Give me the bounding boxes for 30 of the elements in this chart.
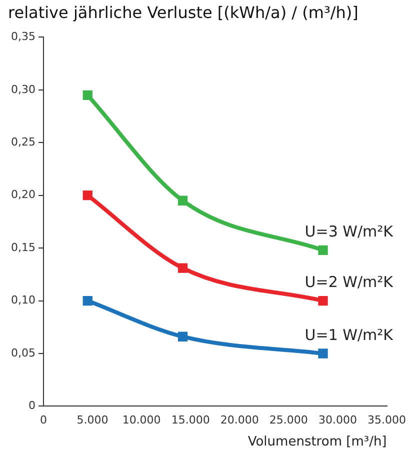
x-axis-title: Volumenstrom [m³/h] [248,434,387,450]
y-tick-label: 0 [28,399,36,412]
y-tick-label: 0,05 [10,346,36,360]
y-tick-label: 0,15 [10,240,36,254]
x-tick-label: 10.000 [122,414,161,427]
y-tick-label: 0,20 [10,188,36,202]
point [82,190,92,200]
x-tick-label: 0 [40,414,47,427]
x-tick-label: 35.000 [368,414,406,427]
chart-title: relative jährliche Verluste [(kWh/a) / (m³/h)] [8,2,358,22]
point [318,348,328,358]
x-tick-label: 20.000 [220,414,259,427]
point [178,196,188,206]
y-tick-label: 0,35 [10,30,36,44]
x-tick-label: 25.000 [269,414,308,427]
series-label: U=3 W/m²K [304,222,394,241]
x-tick-label: 5.000 [76,414,108,427]
point [178,332,188,342]
point [178,263,188,273]
point [82,296,92,306]
y-tick-label: 0,25 [10,135,36,148]
y-tick-label: 0,10 [10,294,36,307]
point [318,245,328,255]
series-label: U=2 W/m²K [304,273,394,292]
series-label: U=1 W/m²K [304,326,394,344]
x-tick-label: 30.000 [318,414,357,427]
y-tick-label: 0,30 [10,82,36,96]
x-tick-label: 15.000 [171,414,210,427]
point [318,296,328,306]
point [82,90,92,100]
